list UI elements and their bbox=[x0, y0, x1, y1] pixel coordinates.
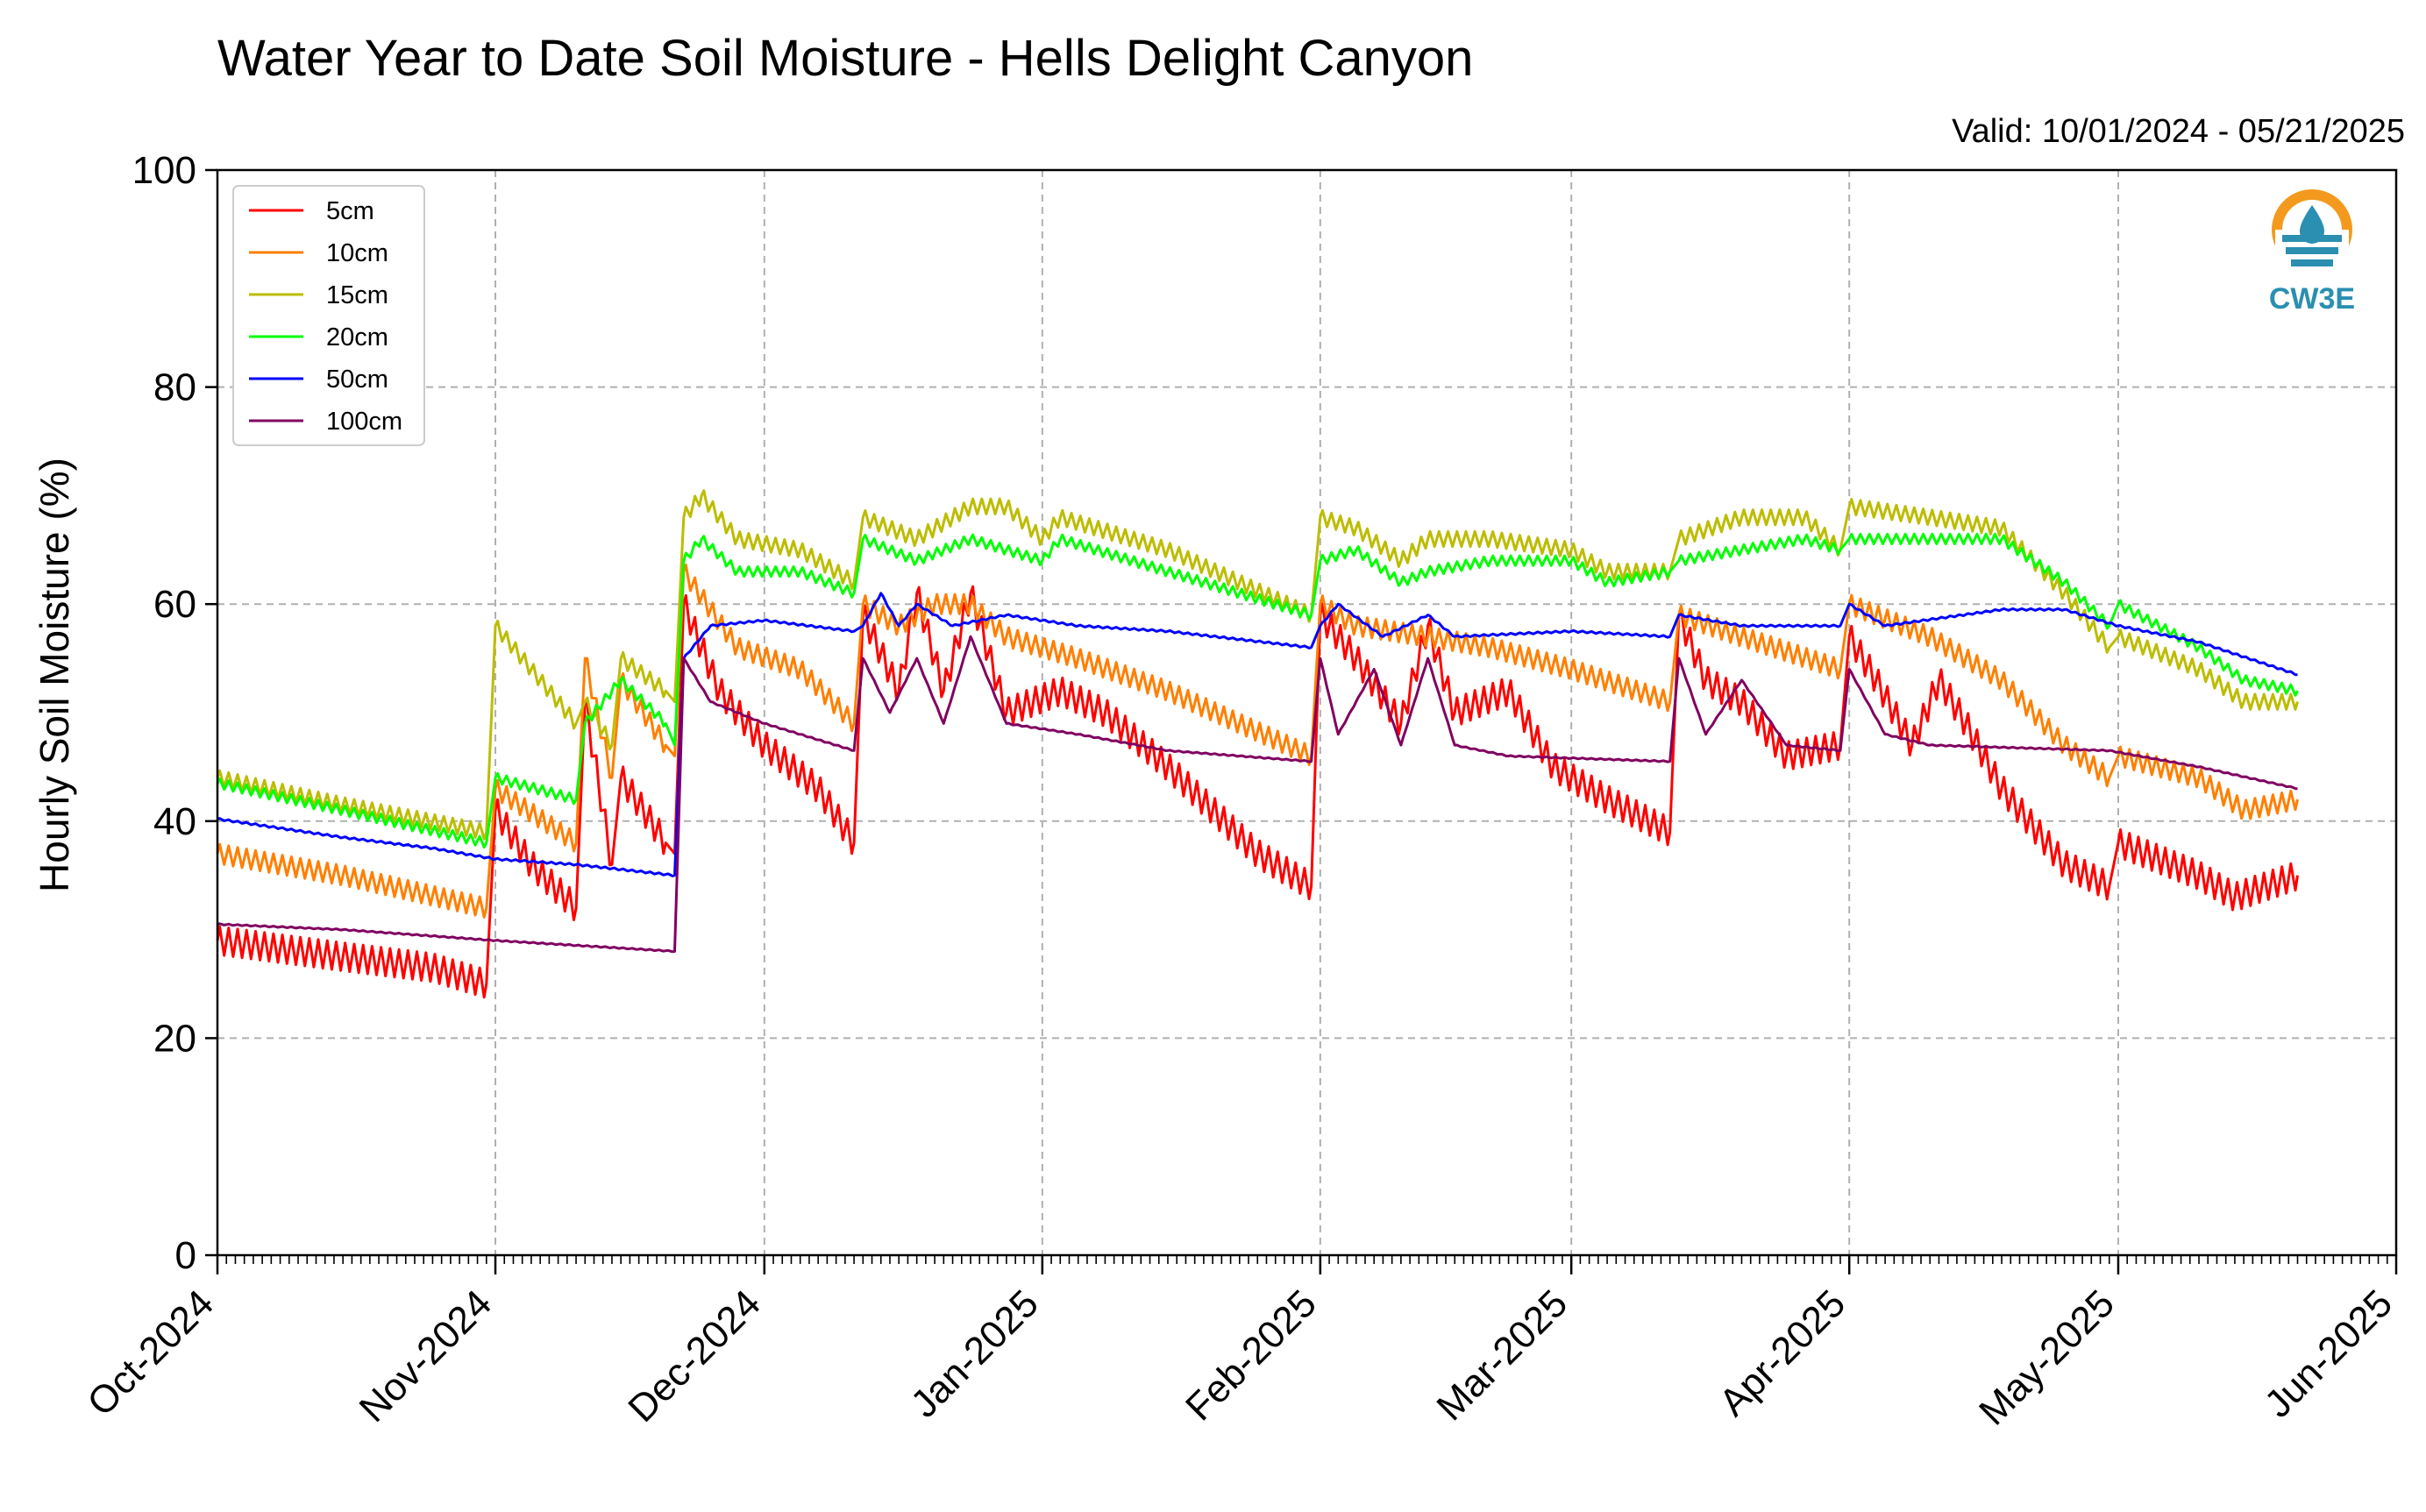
chart-title: Water Year to Date Soil Moisture - Hells… bbox=[217, 30, 1473, 87]
legend: 5cm 10cm 15cm 20cm 50cm 100cm bbox=[232, 185, 425, 446]
y-tick-label: 100 bbox=[132, 149, 196, 192]
y-axis-label: Hourly Soil Moisture (%) bbox=[32, 458, 77, 892]
legend-box bbox=[232, 185, 425, 446]
series-line-100cm bbox=[217, 635, 2298, 954]
plot-frame bbox=[216, 168, 2398, 1257]
valid-range: Valid: 10/01/2024 - 05/21/2025 bbox=[1952, 113, 2405, 150]
legend-label-50cm: 50cm bbox=[326, 366, 388, 394]
legend-label-15cm: 15cm bbox=[326, 281, 388, 309]
y-tick-label: 80 bbox=[153, 366, 196, 409]
series-line-15cm bbox=[216, 489, 2299, 841]
legend-label-10cm: 10cm bbox=[326, 239, 388, 267]
series-line-50cm bbox=[217, 592, 2298, 877]
series-line-10cm bbox=[216, 564, 2299, 919]
y-tick-label: 20 bbox=[153, 1017, 196, 1060]
y-tick-label: 60 bbox=[153, 583, 196, 626]
plot-area-border bbox=[216, 168, 2398, 1257]
y-tick-label: 0 bbox=[175, 1234, 196, 1277]
water-drop-icon bbox=[2300, 205, 2324, 244]
legend-label-5cm: 5cm bbox=[326, 197, 374, 225]
y-axis-ticks: 0 20 40 60 80 100 bbox=[132, 149, 217, 1277]
series-line-20cm bbox=[216, 532, 2299, 849]
series-line-5cm bbox=[216, 585, 2299, 999]
y-tick-label: 40 bbox=[153, 800, 196, 843]
cw3e-logo: CW3E bbox=[2269, 189, 2355, 316]
legend-label-100cm: 100cm bbox=[326, 408, 402, 436]
grid-lines bbox=[217, 170, 2396, 1255]
legend-label-20cm: 20cm bbox=[326, 323, 388, 351]
series-lines bbox=[216, 489, 2299, 999]
logo-text: CW3E bbox=[2269, 282, 2355, 316]
